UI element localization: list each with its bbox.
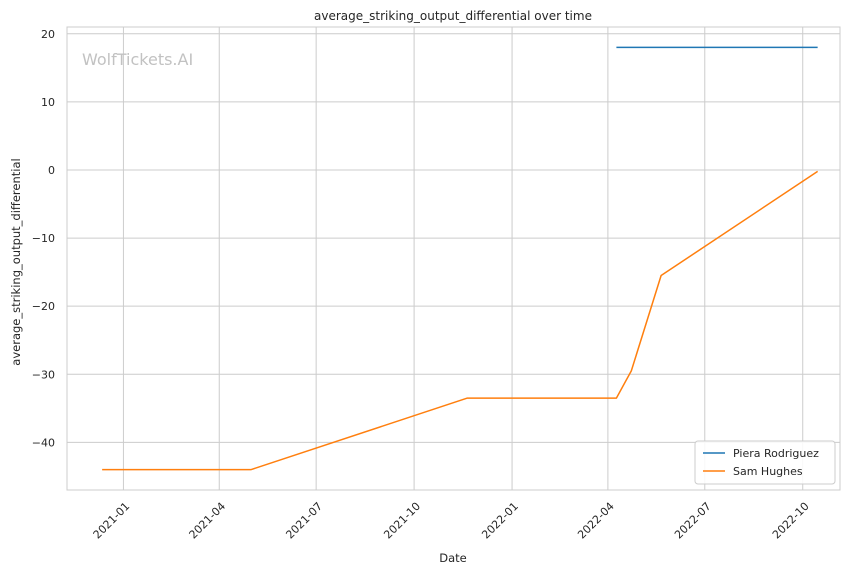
series-layer [102,46,819,471]
x-tick-label: 2021-10 [381,500,423,542]
legend-label: Sam Hughes [733,465,803,478]
series-line-1 [102,170,819,471]
x-axis-label: Date [439,551,467,565]
x-tick-label: 2022-07 [672,500,714,542]
y-tick-label: 20 [41,28,55,41]
watermark: WolfTickets.AI [82,50,193,69]
chart-title: average_striking_output_differential ove… [314,9,592,23]
y-tick-label: −10 [32,232,55,245]
grid [67,27,840,490]
legend-box [694,440,836,485]
x-tick-label: 2022-04 [575,500,617,542]
legend: Piera Rodriguez Sam Hughes [694,440,836,485]
x-tick-label: 2021-04 [187,500,229,542]
y-tick-label: 10 [41,96,55,109]
y-tick-label: −20 [32,300,55,313]
x-tick-label: 2021-07 [283,500,325,542]
x-tick-label: 2021-01 [91,500,133,542]
legend-label: Piera Rodriguez [733,447,819,460]
y-tick-label: −30 [32,368,55,381]
y-axis: 20 10 0 −10 −20 −30 −40 [32,28,55,450]
y-axis-label: average_striking_output_differential [9,158,23,365]
plot-area [66,26,841,491]
x-tick-label: 2022-01 [479,500,521,542]
x-tick-label: 2022-10 [770,500,812,542]
y-tick-label: 0 [48,164,55,177]
x-axis: 2021-01 2021-04 2021-07 2021-10 2022-01 2022-… [91,500,812,542]
y-tick-label: −40 [32,436,55,449]
